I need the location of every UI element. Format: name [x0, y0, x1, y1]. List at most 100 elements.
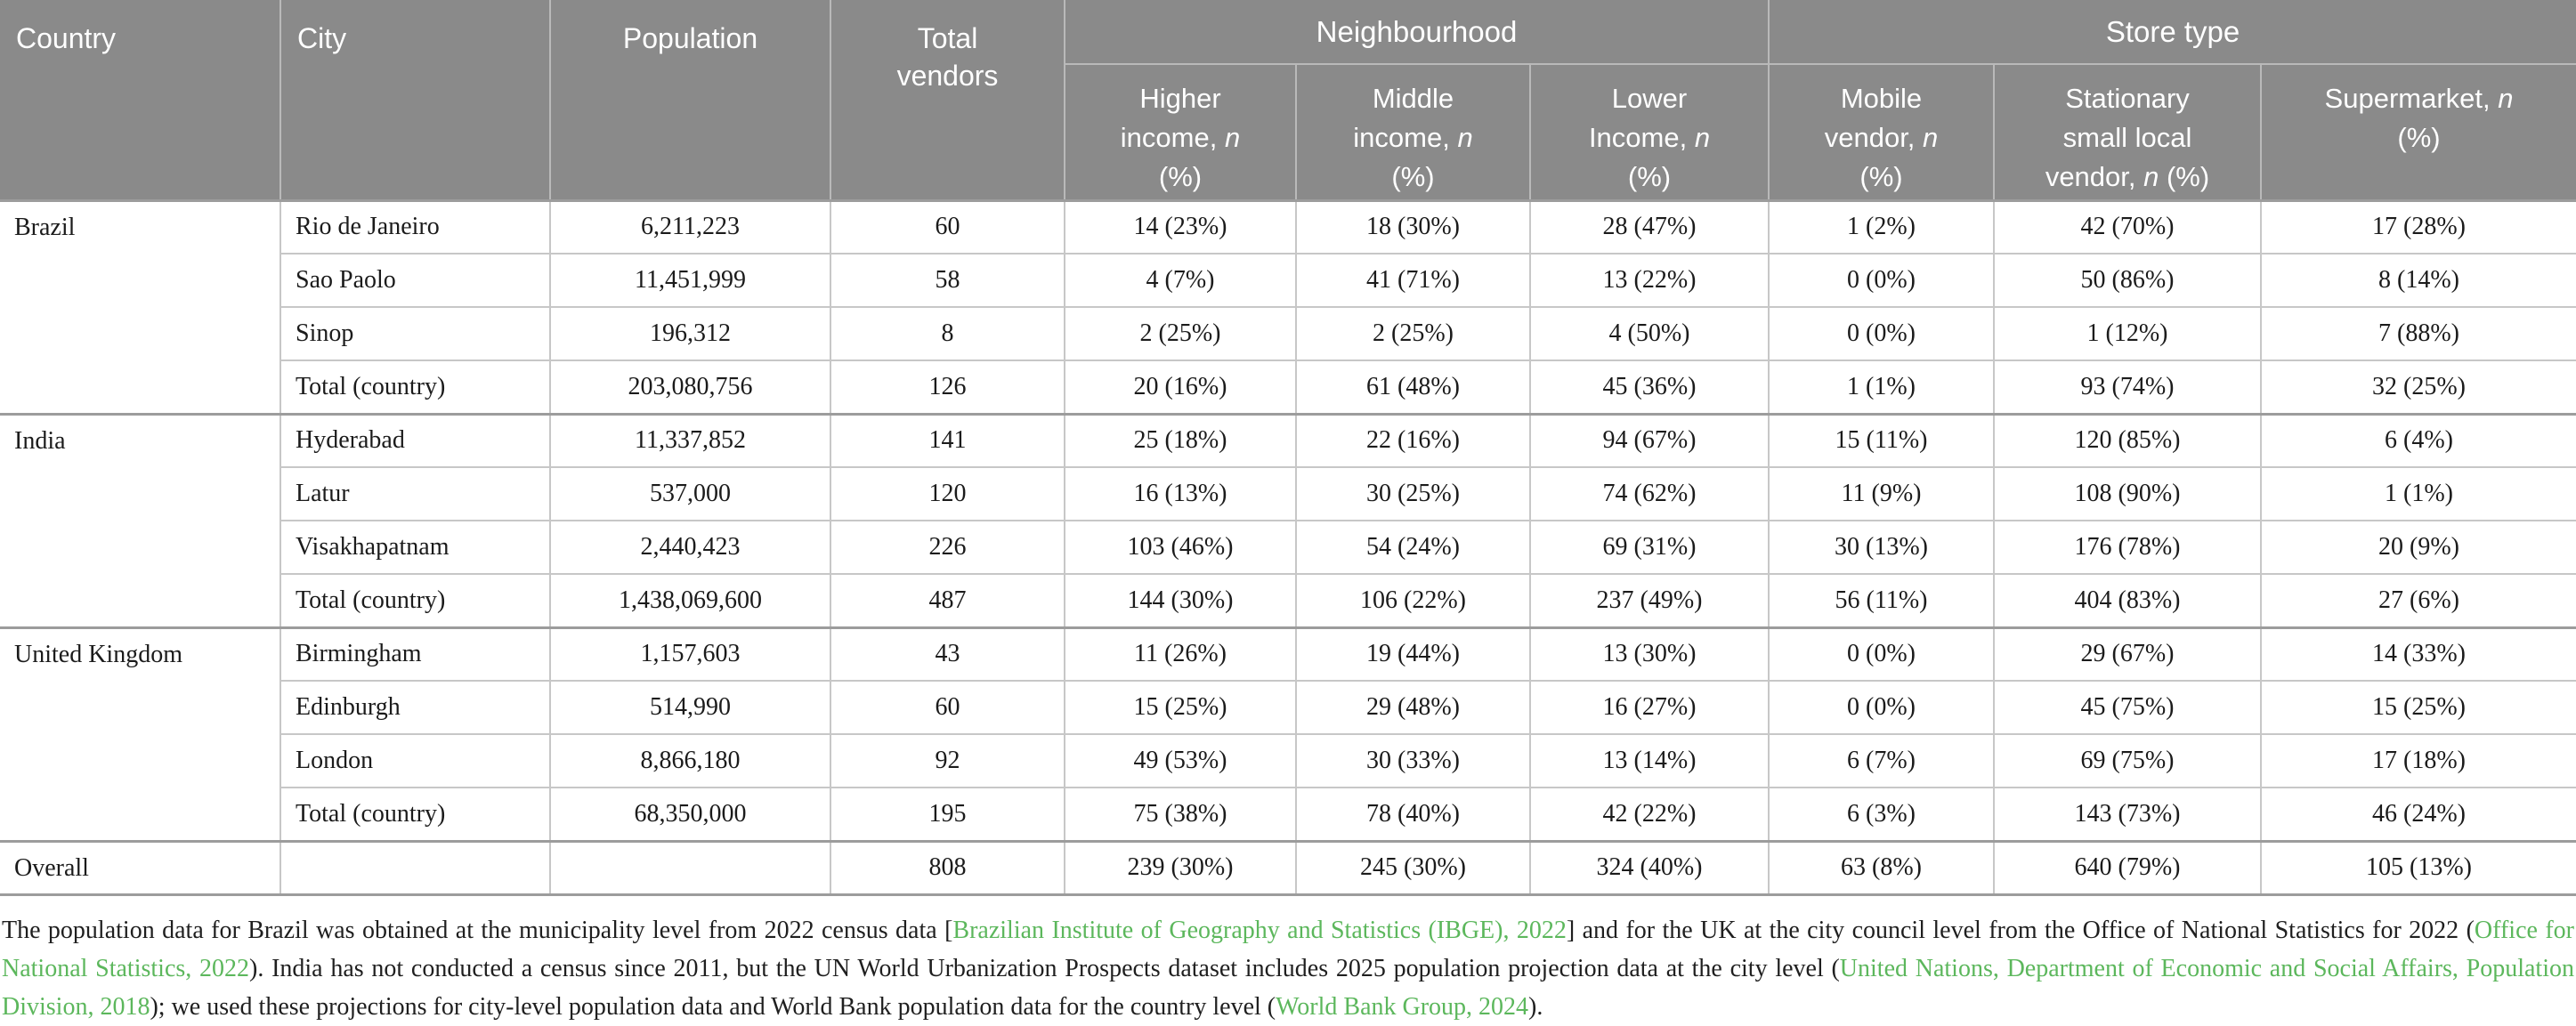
table-row: Total (country) 1,438,069,600 487 144 (30%)…: [0, 573, 2576, 628]
header-group-row: Country City Population Total vendors Ne…: [0, 0, 2576, 201]
city-cell: Rio de Janeiro: [279, 198, 551, 254]
table-row: Sinop 196,312 8 2 (25%) 2 (25%) 4 (50%) 0 (0%)…: [0, 306, 2576, 361]
value-cell: 45 (75%): [1993, 680, 2263, 735]
value-cell: 32 (25%): [2260, 360, 2576, 415]
value-cell: 108 (90%): [1993, 466, 2263, 521]
value-cell: 6,211,223: [549, 198, 831, 254]
value-cell: 60: [830, 680, 1065, 735]
table-row: Visakhapatnam 2,440,423 226 103 (46%) 54 (24…: [0, 520, 2576, 575]
city-cell: Visakhapatnam: [280, 520, 551, 575]
column-header-stationary-vendor: Stationary small local vendor, n (%): [1993, 63, 2263, 201]
value-cell: 20 (16%): [1064, 360, 1297, 415]
value-cell: 226: [830, 520, 1065, 575]
table-row: Total (country) 68,350,000 195 75 (38%) 78 (…: [0, 787, 2576, 842]
value-cell: 120: [830, 466, 1065, 521]
table-row: London 8,866,180 92 49 (53%) 30 (33%) 13 (14%…: [0, 733, 2576, 788]
footnote-text: ).: [1528, 992, 1543, 1021]
value-cell: 20 (9%): [2260, 520, 2576, 575]
value-cell: 0 (0%): [1768, 626, 1996, 682]
value-cell: 1 (1%): [2260, 466, 2576, 521]
citation-link[interactable]: World Bank Group, 2024: [1276, 992, 1529, 1021]
value-cell: 15 (11%): [1768, 412, 1996, 468]
value-cell: 6 (4%): [2260, 412, 2576, 468]
group-header-store-type: Store type: [1768, 0, 2576, 65]
value-cell: 22 (16%): [1295, 412, 1531, 468]
value-cell: 19 (44%): [1295, 626, 1531, 682]
value-cell: 103 (46%): [1064, 520, 1297, 575]
value-cell: 15 (25%): [2260, 680, 2576, 735]
column-header-city: City: [279, 0, 551, 201]
country-cell: United Kingdom: [0, 626, 281, 842]
value-cell: 120 (85%): [1993, 412, 2263, 468]
value-cell: 45 (36%): [1528, 360, 1770, 415]
value-cell: 25 (18%): [1064, 412, 1297, 468]
value-cell: 143 (73%): [1993, 787, 2263, 842]
city-cell: Total (country): [280, 573, 551, 628]
citation-link[interactable]: Brazilian Institute of Geography and Sta…: [952, 916, 1567, 944]
footnote-text: ); we used these projections for city-le…: [150, 992, 1276, 1021]
value-cell: 1 (2%): [1768, 198, 1996, 254]
column-header-total-vendors: Total vendors: [830, 0, 1065, 201]
value-cell: 50 (86%): [1993, 253, 2263, 308]
value-cell: 7 (88%): [2260, 306, 2576, 361]
value-cell: 60: [830, 198, 1065, 254]
value-cell: 75 (38%): [1064, 787, 1297, 842]
citation-link[interactable]: United Nations, Department of Economic a…: [2, 954, 2574, 1021]
table-footnote: The population data for Brazil was obtai…: [0, 911, 2576, 1026]
value-cell: 106 (22%): [1295, 573, 1531, 628]
value-cell: 237 (49%): [1528, 573, 1770, 628]
column-header-population: Population: [549, 0, 831, 201]
table-row: Latur 537,000 120 16 (13%) 30 (25%) 74 (62%) 1…: [0, 466, 2576, 521]
value-cell: 8 (14%): [2260, 253, 2576, 308]
value-cell: 6 (3%): [1768, 787, 1996, 842]
value-cell: 105 (13%): [2260, 839, 2576, 896]
value-cell: 13 (30%): [1528, 626, 1770, 682]
city-cell: London: [280, 733, 551, 788]
value-cell: 176 (78%): [1993, 520, 2263, 575]
value-cell: 8: [830, 306, 1065, 361]
value-cell: 537,000: [549, 466, 831, 521]
column-header-higher-income: Higher income, n (%): [1065, 63, 1297, 201]
value-cell: 54 (24%): [1295, 520, 1531, 575]
value-cell: 640 (79%): [1993, 839, 2263, 896]
value-cell: 11,337,852: [549, 412, 831, 468]
column-header-middle-income: Middle income, n (%): [1295, 63, 1531, 201]
value-cell: 0 (0%): [1768, 253, 1996, 308]
overall-row: Overall 808 239 (30%) 245 (30%) 324 (40%) 63 …: [0, 839, 2576, 896]
value-cell: 16 (13%): [1064, 466, 1297, 521]
value-cell: 203,080,756: [549, 360, 831, 415]
value-cell: 126: [830, 360, 1065, 415]
value-cell: 141: [830, 412, 1065, 468]
value-cell: 16 (27%): [1528, 680, 1770, 735]
value-cell: 196,312: [549, 306, 831, 361]
value-cell: 15 (25%): [1064, 680, 1297, 735]
value-cell: 69 (31%): [1528, 520, 1770, 575]
value-cell: 144 (30%): [1064, 573, 1297, 628]
value-cell: 2 (25%): [1064, 306, 1297, 361]
value-cell: 41 (71%): [1295, 253, 1531, 308]
citation-link[interactable]: Office for National Statistics, 2022: [2, 916, 2574, 982]
value-cell: 2,440,423: [549, 520, 831, 575]
table-row: Edinburgh 514,990 60 15 (25%) 29 (48%) 16 (27…: [0, 680, 2576, 735]
value-cell: 17 (28%): [2260, 198, 2576, 254]
footnote-text: ] and for the UK at the city council lev…: [1566, 916, 2475, 944]
value-cell: 17 (18%): [2260, 733, 2576, 788]
value-cell: 30 (33%): [1295, 733, 1531, 788]
value-cell: 74 (62%): [1528, 466, 1770, 521]
value-cell: [279, 839, 551, 896]
value-cell: 61 (48%): [1295, 360, 1531, 415]
footnote-text: The population data for Brazil was obtai…: [2, 916, 953, 944]
value-cell: 11,451,999: [549, 253, 831, 308]
value-cell: 30 (25%): [1295, 466, 1531, 521]
value-cell: 28 (47%): [1528, 198, 1770, 254]
value-cell: 195: [830, 787, 1065, 842]
value-cell: 27 (6%): [2260, 573, 2576, 628]
value-cell: 56 (11%): [1768, 573, 1996, 628]
group-header-neighbourhood: Neighbourhood: [1063, 0, 1770, 65]
value-cell: 1,438,069,600: [549, 573, 831, 628]
value-cell: 11 (26%): [1064, 626, 1297, 682]
city-cell: Sinop: [280, 306, 551, 361]
value-cell: 4 (7%): [1064, 253, 1297, 308]
table-header: Country City Population Total vendors Ne…: [0, 0, 2576, 201]
column-header-lower-income: Lower Income, n (%): [1528, 63, 1770, 201]
